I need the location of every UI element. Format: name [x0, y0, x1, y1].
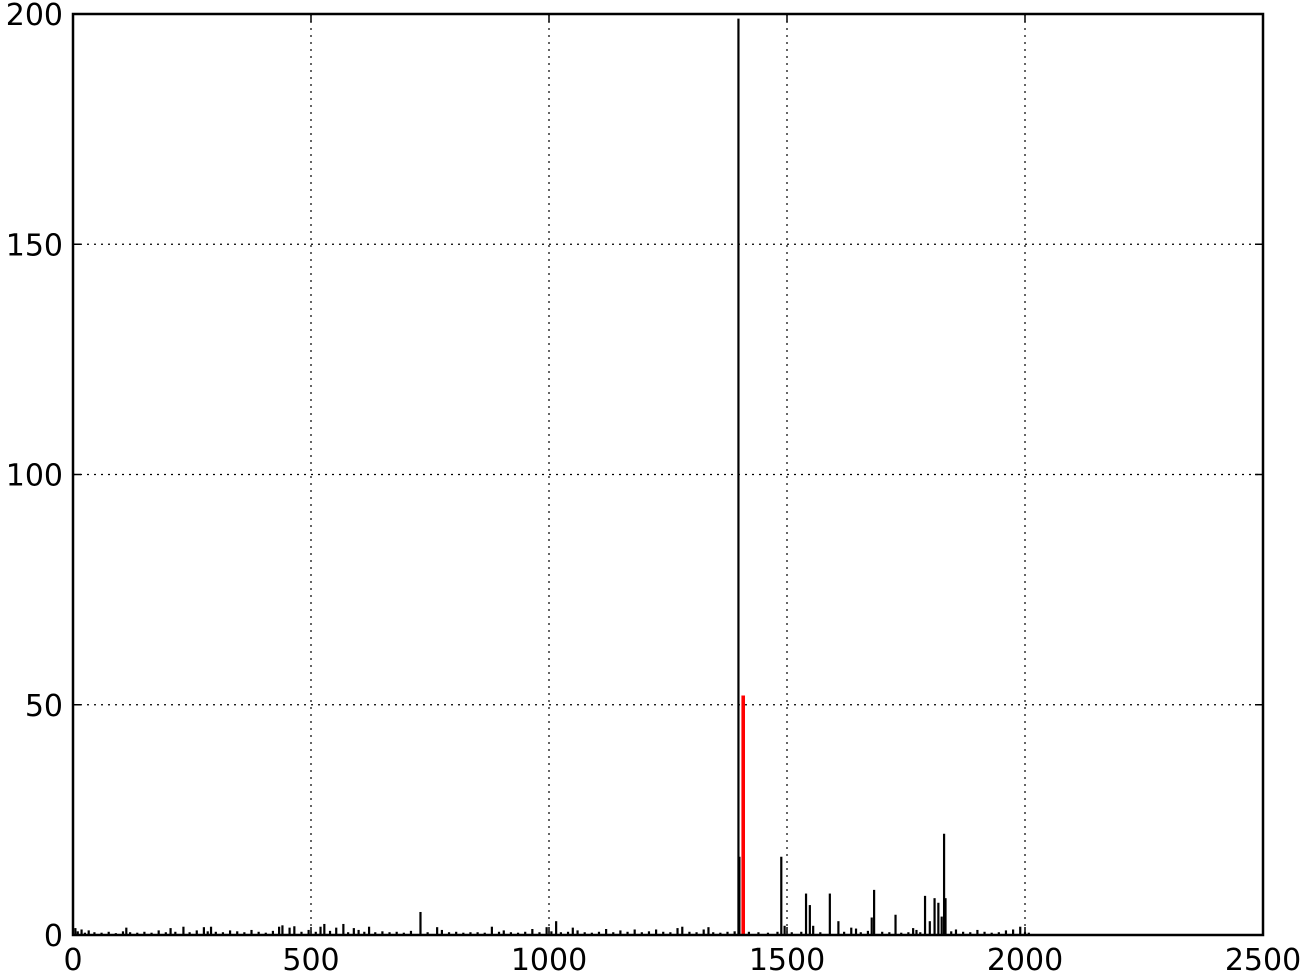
x-tick-label: 500 [282, 943, 339, 972]
y-tick-label: 200 [6, 0, 63, 33]
x-tick-label: 1500 [749, 943, 825, 972]
x-tick-label: 1000 [511, 943, 587, 972]
bars [74, 18, 1030, 935]
x-tick-label: 0 [63, 943, 82, 972]
x-tick-label: 2000 [987, 943, 1063, 972]
y-tick-label: 150 [6, 228, 63, 263]
y-tick-labels: 0 50 100 150 200 [6, 0, 63, 954]
gridlines [73, 14, 1263, 935]
x-tick-label: 2500 [1225, 943, 1301, 972]
y-tick-label: 50 [25, 689, 63, 724]
y-tick-label: 0 [44, 919, 63, 954]
axis-ticks [72, 13, 1264, 936]
x-tick-labels: 0 500 1000 1500 2000 2500 [63, 943, 1301, 972]
y-tick-label: 100 [6, 459, 63, 494]
